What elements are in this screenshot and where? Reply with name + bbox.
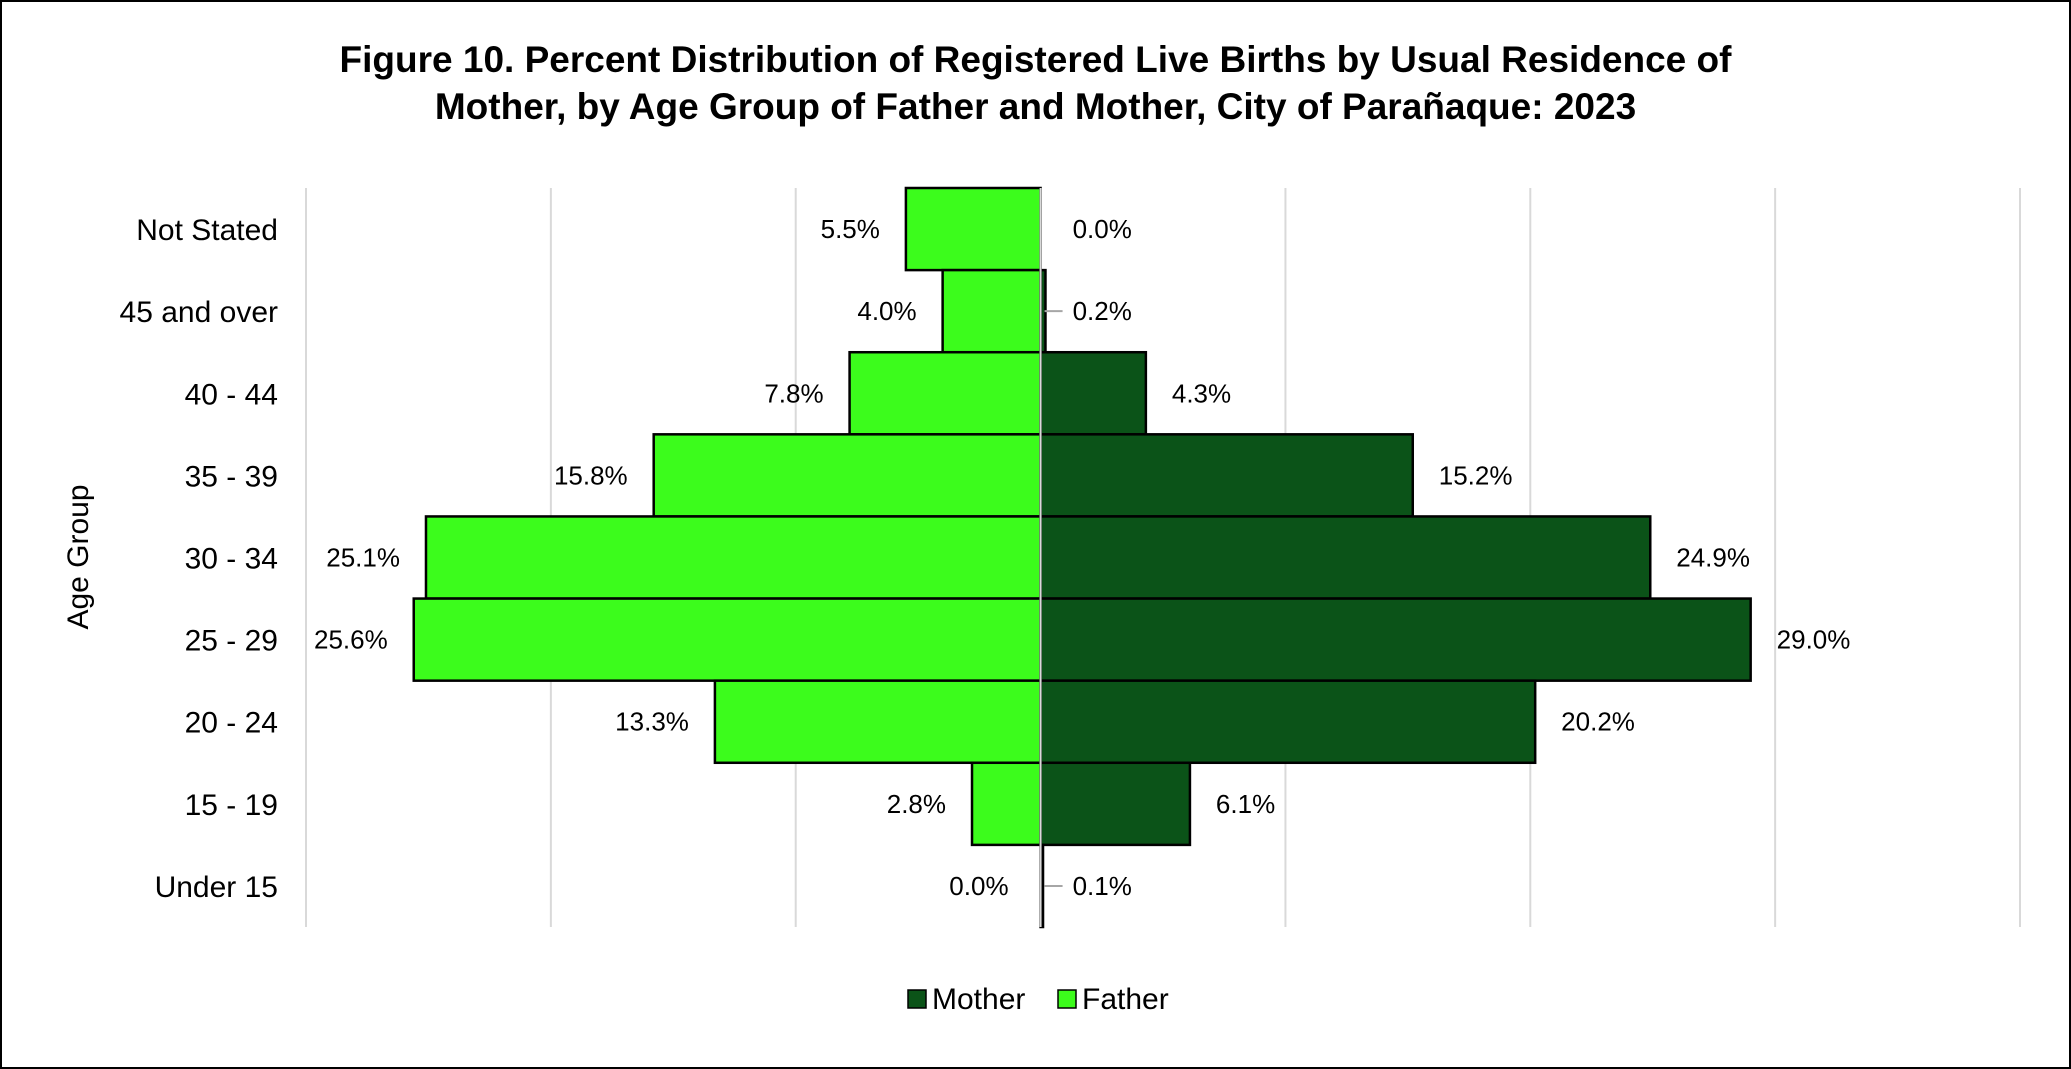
value-label-mother: 15.2% [1439,460,1513,490]
value-label-father: 25.6% [314,625,388,655]
bar-father [652,433,1042,518]
bar-father [713,679,1042,765]
category-labels: Not Stated 45 and over 40 - 44 35 - 39 30 - … [120,214,278,904]
value-label-mother: 4.3% [1172,378,1231,408]
value-label-mother: 0.1% [1073,871,1132,901]
bar-father [970,761,1042,847]
bar-father [848,350,1042,436]
category-label: 40 - 44 [185,378,278,411]
chart-title-line-1: Figure 10. Percent Distribution of Regis… [339,39,1732,80]
value-label-mother: 0.2% [1073,296,1132,326]
value-label-father: 13.3% [615,707,689,737]
value-label-mother: 0.0% [1073,214,1132,244]
value-label-father: 4.0% [857,296,916,326]
value-label-father: 5.5% [821,214,880,244]
bar-father [941,268,1042,354]
category-label: 30 - 34 [185,543,278,576]
value-label-father: 25.1% [326,543,400,573]
bar-father [412,597,1042,682]
category-label: 15 - 19 [185,789,278,822]
legend-swatch-mother [907,989,927,1009]
category-label: 25 - 29 [185,625,278,658]
value-label-mother: 20.2% [1561,707,1635,737]
chart-title-line-2: Mother, by Age Group of Father and Mothe… [434,86,1637,127]
legend-swatch-father [1057,989,1077,1009]
bar-mother [1039,515,1652,600]
value-label-father: 15.8% [554,460,628,490]
legend: Mother Father [907,983,1169,1016]
value-label-father: 7.8% [764,378,823,408]
value-label-mother: 24.9% [1676,543,1750,573]
legend-label-mother: Mother [932,983,1025,1016]
value-label-mother: 29.0% [1777,625,1851,655]
bar-mother [1039,679,1537,765]
bar-mother [1039,350,1148,436]
chart-title: Figure 10. Percent Distribution of Regis… [0,36,2071,130]
value-label-father: 2.8% [887,789,946,819]
bar-father [424,515,1042,600]
legend-label-father: Father [1082,983,1169,1016]
bar-mother [1039,761,1192,847]
category-label: 20 - 24 [185,707,278,740]
value-label-mother: 6.1% [1216,789,1275,819]
y-axis-title: Age Group [62,484,95,629]
bar-mother [1039,597,1752,682]
category-label: Under 15 [155,871,278,904]
category-label: 45 and over [120,296,278,329]
category-label: Not Stated [136,214,278,247]
value-labels: 5.5% 0.0% 4.0% 0.2% 7.8% 4.3% 15.8% 15.2% 25.1% 2… [314,214,1850,901]
bars [412,186,1752,929]
value-label-father: 0.0% [949,871,1008,901]
category-label: 35 - 39 [185,460,278,493]
bar-father [904,186,1042,272]
bar-mother [1039,433,1415,518]
